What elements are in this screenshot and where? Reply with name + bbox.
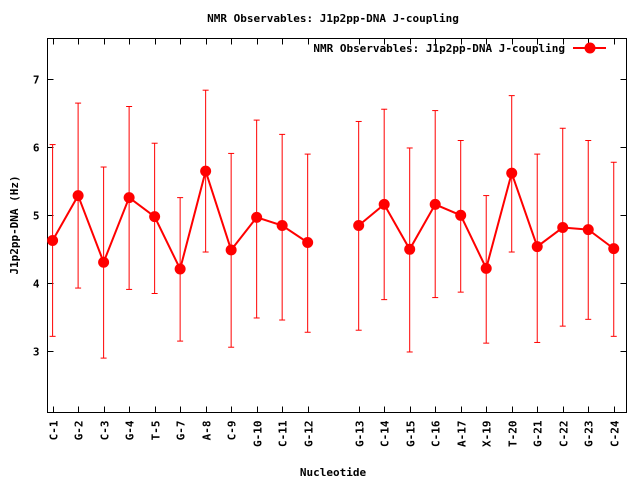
y-tick-label: 4 <box>33 278 40 291</box>
data-point <box>47 234 59 246</box>
x-tick-label: G-13 <box>354 421 367 448</box>
data-point <box>149 211 161 223</box>
x-tick-label: G-12 <box>303 421 316 448</box>
data-point <box>98 256 110 268</box>
x-axis-label: Nucleotide <box>300 466 367 479</box>
x-tick-label: C-22 <box>558 421 571 448</box>
x-tick-label: G-7 <box>175 421 188 441</box>
data-point <box>557 222 569 234</box>
data-point <box>225 244 237 256</box>
y-axis-label: J1p2pp-DNA (Hz) <box>8 175 21 274</box>
x-tick-label: G-23 <box>583 421 596 448</box>
data-point <box>429 198 441 210</box>
legend-marker <box>584 42 596 54</box>
data-point <box>531 241 543 253</box>
data-point <box>72 190 84 202</box>
data-point <box>404 243 416 255</box>
y-tick-label: 6 <box>33 142 40 155</box>
x-tick-label: C-14 <box>379 420 392 447</box>
y-tick-label: 7 <box>33 74 40 87</box>
x-tick-label: C-11 <box>277 420 290 447</box>
data-point <box>378 198 390 210</box>
x-tick-label: C-3 <box>99 421 112 441</box>
x-tick-label: A-17 <box>456 421 469 448</box>
x-tick-label: T-5 <box>150 421 163 441</box>
x-tick-label: G-4 <box>124 420 137 440</box>
data-point <box>302 237 314 248</box>
x-tick-label: C-24 <box>609 420 622 447</box>
data-point <box>582 224 594 236</box>
data-point <box>506 167 518 179</box>
x-tick-label: C-9 <box>226 421 239 441</box>
data-point <box>200 165 212 177</box>
x-tick-label: G-10 <box>252 421 265 448</box>
x-axis: C-1 G-2 C-3 G-4 T-5 G-7 A-8 C-9 G-10 C-11 G-12 G-13… <box>48 38 622 448</box>
data-point <box>174 263 186 275</box>
data-point <box>455 209 467 221</box>
x-tick-label: X-19 <box>481 421 494 448</box>
x-tick-label: T-20 <box>507 421 520 448</box>
data-point <box>123 192 135 204</box>
legend: NMR Observables: J1p2pp-DNA J-coupling <box>313 42 606 55</box>
data-point <box>276 220 288 231</box>
chart-title: NMR Observables: J1p2pp-DNA J-coupling <box>207 12 459 25</box>
series <box>47 89 620 359</box>
legend-label: NMR Observables: J1p2pp-DNA J-coupling <box>313 42 565 55</box>
y-tick-label: 3 <box>33 346 40 359</box>
x-tick-label: A-8 <box>201 421 214 441</box>
x-tick-label: C-1 <box>48 420 61 440</box>
x-tick-label: C-16 <box>430 420 443 447</box>
data-point <box>608 243 620 255</box>
x-tick-label: G-15 <box>405 421 418 448</box>
y-tick-label: 5 <box>33 210 40 223</box>
x-tick-label: G-21 <box>532 420 545 447</box>
data-point <box>480 262 492 274</box>
data-point <box>353 220 365 231</box>
x-tick-label: G-2 <box>73 421 86 441</box>
data-point <box>251 211 263 223</box>
plot-border <box>47 38 627 413</box>
